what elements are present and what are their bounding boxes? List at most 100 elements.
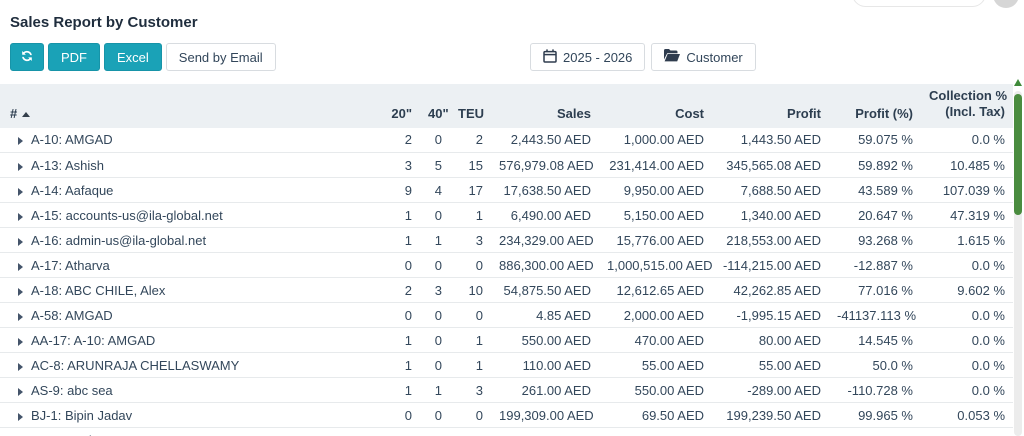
table-row[interactable]: AC-8: ARUNRAJA CHELLASWAMY 1 0 1 110.00 … (0, 352, 1013, 378)
cell-20: 1 (340, 377, 420, 403)
cell-cost: 550.00 AED (599, 377, 712, 403)
cell-40: 1 (420, 227, 450, 253)
cell-profit: 55.00 AED (712, 352, 829, 378)
table-row[interactable]: A-58: AMGAD 0 0 0 4.85 AED 2,000.00 AED … (0, 302, 1013, 328)
cell-20: 9 (340, 177, 420, 203)
customer-cell[interactable]: AS-9: abc sea (0, 377, 340, 403)
table-row[interactable]: BL-1: Begin LLC 1 2 7 11,402.00 AED 1,50… (0, 427, 1013, 436)
report-table: # 20" 40" TEU Sales Cost Profit Profit (… (0, 84, 1013, 436)
cell-teu: 0 (450, 302, 491, 328)
table-row[interactable]: AS-9: abc sea 1 1 3 261.00 AED 550.00 AE… (0, 377, 1013, 403)
header-40[interactable]: 40" (420, 84, 450, 128)
sort-asc-icon (22, 111, 31, 117)
calendar-icon (543, 48, 557, 66)
cell-collection-pct: 9.602 % (921, 277, 1013, 303)
table-row[interactable]: A-14: Aafaque 9 4 17 17,638.50 AED 9,950… (0, 177, 1013, 203)
customer-cell[interactable]: A-17: Atharva (0, 252, 340, 278)
cell-40: 0 (420, 352, 450, 378)
cell-collection-pct: 0.0 % (921, 377, 1013, 403)
cell-teu: 3 (450, 227, 491, 253)
table-row[interactable]: AA-17: A-10: AMGAD 1 0 1 550.00 AED 470.… (0, 327, 1013, 353)
cell-cost: 1,000.00 AED (599, 127, 712, 153)
period-filter-label: 2025 - 2026 (563, 49, 633, 65)
customer-cell[interactable]: A-13: Ashish (0, 152, 340, 178)
groupby-customer-button[interactable]: Customer (651, 43, 756, 71)
customer-cell[interactable]: BL-1: Begin LLC (0, 427, 340, 436)
expand-caret-icon[interactable] (18, 312, 23, 321)
header-20[interactable]: 20" (340, 84, 420, 128)
cell-profit-pct: -12.887 % (829, 252, 921, 278)
page-title: Sales Report by Customer (10, 14, 198, 31)
expand-caret-icon[interactable] (18, 337, 23, 346)
header-sales[interactable]: Sales (491, 84, 599, 128)
cell-sales: 234,329.00 AED (491, 227, 599, 253)
customer-cell[interactable]: AC-8: ARUNRAJA CHELLASWAMY (0, 352, 340, 378)
expand-caret-icon[interactable] (18, 137, 23, 146)
cell-collection-pct: 0.0 % (921, 252, 1013, 278)
customer-name: A-13: Ashish (31, 157, 104, 173)
table-row[interactable]: A-15: accounts-us@ila-global.net 1 0 1 6… (0, 202, 1013, 228)
table-row[interactable]: A-16: admin-us@ila-global.net 1 1 3 234,… (0, 227, 1013, 253)
expand-caret-icon[interactable] (18, 362, 23, 371)
cell-collection-pct: 107.039 % (921, 177, 1013, 203)
customer-cell[interactable]: A-14: Aafaque (0, 177, 340, 203)
cell-profit: -289.00 AED (712, 377, 829, 403)
customer-name: BL-1: Begin LLC (31, 433, 126, 436)
search-input[interactable] (852, 0, 986, 7)
cell-cost: 15,776.00 AED (599, 227, 712, 253)
pdf-button[interactable]: PDF (48, 43, 100, 71)
customer-cell[interactable]: A-15: accounts-us@ila-global.net (0, 202, 340, 228)
cell-profit: 345,565.08 AED (712, 152, 829, 178)
cell-teu: 7 (450, 427, 491, 436)
expand-caret-icon[interactable] (18, 412, 23, 421)
table-row[interactable]: BJ-1: Bipin Jadav 0 0 0 199,309.00 AED 6… (0, 402, 1013, 428)
send-by-email-button[interactable]: Send by Email (165, 43, 276, 71)
cell-profit-pct: 43.589 % (829, 177, 921, 203)
excel-button[interactable]: Excel (104, 43, 162, 71)
table-body: A-10: AMGAD 2 0 2 2,443.50 AED 1,000.00 … (0, 127, 1013, 436)
header-collection-line2: (Incl. Tax) (945, 104, 1005, 120)
scroll-up-arrow-icon[interactable] (1014, 79, 1022, 86)
cell-sales: 110.00 AED (491, 352, 599, 378)
table-scrollbar[interactable] (1014, 79, 1022, 436)
expand-caret-icon[interactable] (18, 262, 23, 271)
avatar[interactable] (993, 0, 1019, 8)
cell-profit: 218,553.00 AED (712, 227, 829, 253)
cell-40: 0 (420, 402, 450, 428)
header-teu[interactable]: TEU (450, 84, 491, 128)
cell-profit-pct: 99.965 % (829, 402, 921, 428)
cell-sales: 4.85 AED (491, 302, 599, 328)
scrollbar-track[interactable] (1014, 91, 1022, 436)
customer-cell[interactable]: A-58: AMGAD (0, 302, 340, 328)
customer-cell[interactable]: A-10: AMGAD (0, 127, 340, 153)
table-row[interactable]: A-18: ABC CHILE, Alex 2 3 10 54,875.50 A… (0, 277, 1013, 303)
scrollbar-thumb[interactable] (1014, 94, 1022, 215)
expand-caret-icon[interactable] (18, 162, 23, 171)
expand-caret-icon[interactable] (18, 237, 23, 246)
header-profit-pct[interactable]: Profit (%) (829, 84, 921, 128)
refresh-button[interactable] (10, 43, 44, 71)
customer-cell[interactable]: BJ-1: Bipin Jadav (0, 402, 340, 428)
cell-20: 1 (340, 352, 420, 378)
customer-name: AA-17: A-10: AMGAD (31, 332, 156, 348)
customer-cell[interactable]: A-16: admin-us@ila-global.net (0, 227, 340, 253)
table-row[interactable]: A-17: Atharva 0 0 0 886,300.00 AED 1,000… (0, 252, 1013, 278)
cell-cost: 69.50 AED (599, 402, 712, 428)
cell-20: 0 (340, 402, 420, 428)
cell-profit: 199,239.50 AED (712, 402, 829, 428)
header-collection-pct[interactable]: Collection % (Incl. Tax) (921, 84, 1013, 128)
header-cost[interactable]: Cost (599, 84, 712, 128)
expand-caret-icon[interactable] (18, 287, 23, 296)
expand-caret-icon[interactable] (18, 187, 23, 196)
expand-caret-icon[interactable] (18, 212, 23, 221)
table-row[interactable]: A-13: Ashish 3 5 15 576,979.08 AED 231,4… (0, 152, 1013, 178)
cell-sales: 550.00 AED (491, 327, 599, 353)
expand-caret-icon[interactable] (18, 387, 23, 396)
header-profit[interactable]: Profit (712, 84, 829, 128)
customer-cell[interactable]: AA-17: A-10: AMGAD (0, 327, 340, 353)
table-row[interactable]: A-10: AMGAD 2 0 2 2,443.50 AED 1,000.00 … (0, 127, 1013, 153)
customer-cell[interactable]: A-18: ABC CHILE, Alex (0, 277, 340, 303)
period-filter-button[interactable]: 2025 - 2026 (530, 43, 646, 71)
cell-sales: 54,875.50 AED (491, 277, 599, 303)
header-number[interactable]: # (0, 84, 340, 128)
